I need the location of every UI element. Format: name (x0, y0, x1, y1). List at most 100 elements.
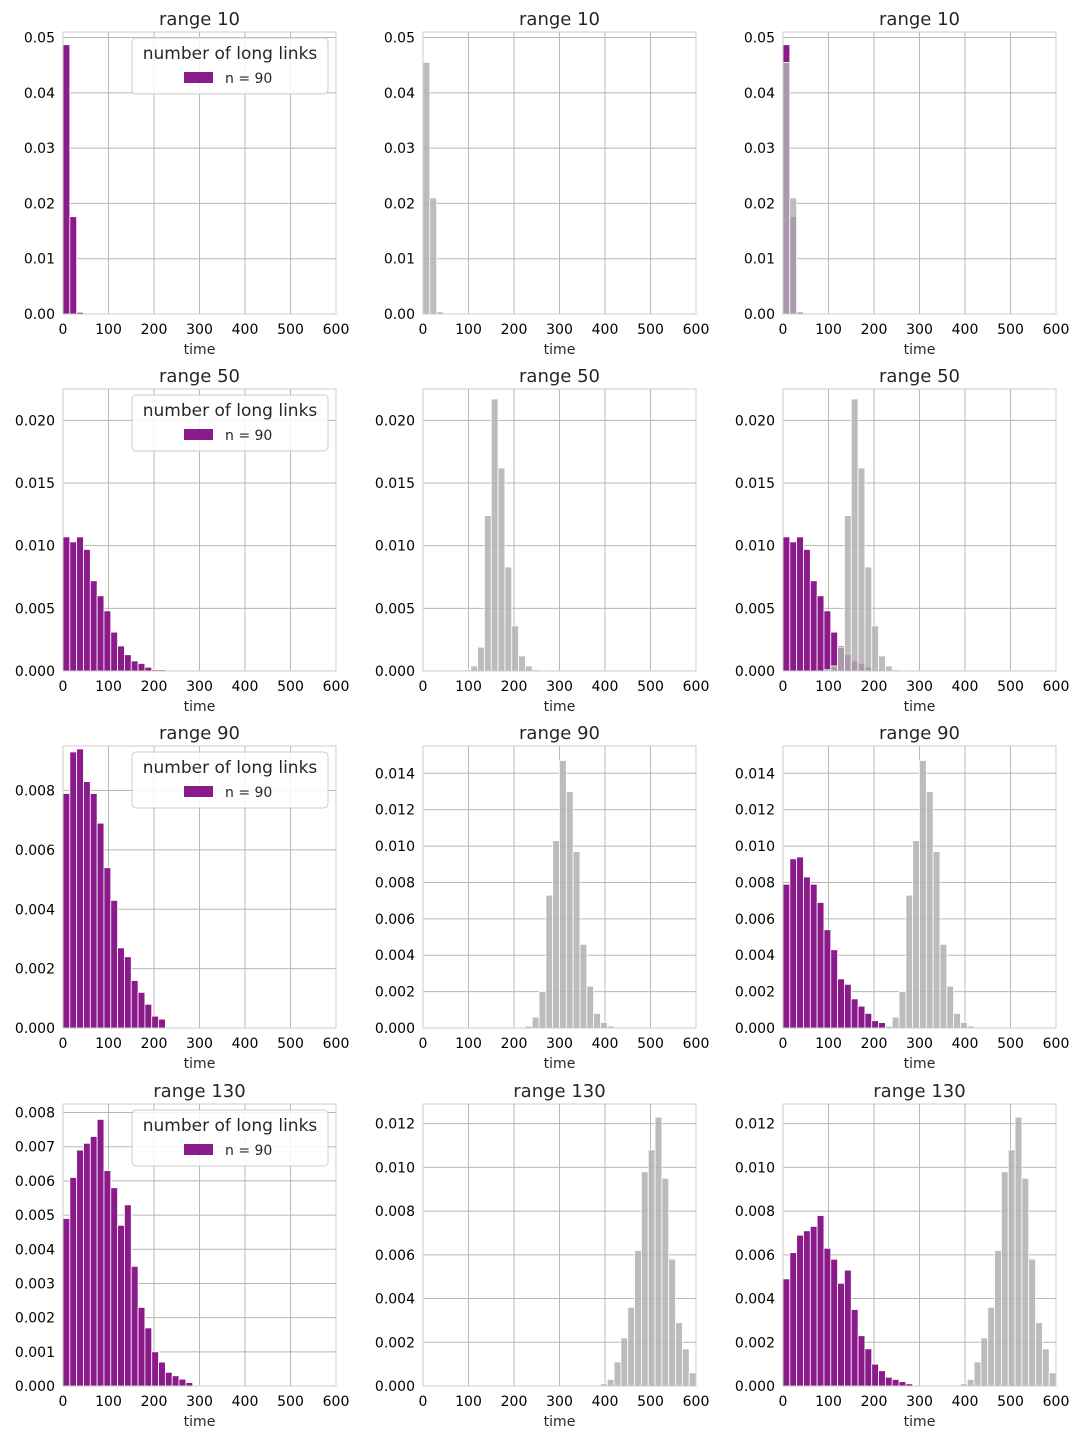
panel-title: range 90 (879, 723, 960, 744)
y-tick-label: 0.002 (15, 962, 55, 978)
x-tick-label: 200 (141, 1036, 168, 1052)
legend-label: n = 90 (225, 1143, 272, 1159)
y-tick-label: 0.000 (375, 664, 415, 680)
x-tick-label: 500 (637, 1036, 664, 1052)
x-tick-label: 200 (141, 679, 168, 695)
legend-label: n = 90 (225, 428, 272, 444)
y-tick-label: 0.007 (15, 1140, 55, 1156)
y-tick-label: 0.02 (744, 196, 775, 212)
legend: number of long links n = 90 (131, 394, 329, 452)
x-tick-label: 300 (546, 1036, 573, 1052)
gray-bar (960, 1022, 968, 1029)
panel-r3-c1: 0.000 0.002 0.004 0.006 0.008 0 100 200 300 400 50… (15, 723, 349, 1072)
purple-bar (796, 1234, 804, 1387)
gray-bar (830, 665, 839, 672)
panel-r2-c3: 0.000 0.005 0.010 0.015 0.020 0 100 200 300 400 50… (735, 366, 1069, 715)
x-tick-label: 100 (95, 322, 122, 338)
x-tick-label: 100 (455, 1036, 482, 1052)
gray-bar (681, 1348, 690, 1387)
purple-bar (185, 1382, 194, 1387)
purple-bar (103, 610, 112, 672)
gray-bar (524, 665, 533, 672)
purple-bar (137, 663, 146, 672)
x-tick-label: 400 (232, 679, 259, 695)
gray-bar (552, 840, 560, 1029)
x-tick-label: 300 (546, 679, 573, 695)
purple-bar (158, 1018, 166, 1029)
gray-bar (429, 197, 438, 315)
gray-bar (1048, 1372, 1057, 1387)
x-axis-label: time (904, 699, 936, 715)
y-tick-label: 0.005 (375, 601, 415, 617)
x-axis-label: time (544, 1056, 576, 1072)
purple-bar (103, 867, 112, 1029)
y-tick-label: 0.001 (15, 1345, 55, 1361)
legend-swatch (184, 1144, 213, 1155)
gray-bar (606, 1379, 615, 1387)
gray-bar (620, 1337, 629, 1387)
purple-bar (130, 980, 139, 1029)
purple-bar (878, 1022, 886, 1029)
purple-bar (62, 793, 71, 1029)
purple-bar (850, 998, 859, 1029)
purple-bar (816, 902, 825, 1029)
panel-r2-c2: 0.000 0.005 0.010 0.015 0.020 0 100 200 300 400 50… (375, 366, 709, 715)
x-axis-label: time (184, 1056, 216, 1072)
purple-bar (96, 595, 105, 672)
y-tick-label: 0.003 (15, 1276, 55, 1292)
y-tick-label: 0.002 (15, 1311, 55, 1327)
x-tick-label: 600 (683, 322, 710, 338)
x-axis-label: time (544, 1414, 576, 1430)
purple-bar (124, 654, 132, 672)
x-tick-label: 500 (277, 1036, 304, 1052)
purple-bar (884, 1376, 893, 1387)
panel-title: range 50 (879, 366, 960, 387)
y-tick-label: 0.00 (744, 307, 775, 323)
y-tick-label: 0.004 (15, 902, 55, 918)
gray-bar (647, 1149, 656, 1387)
x-tick-label: 0 (779, 322, 788, 338)
legend: number of long links n = 90 (131, 751, 329, 809)
purple-bar (96, 822, 105, 1029)
x-tick-label: 400 (592, 1394, 619, 1410)
y-tick-label: 0.000 (15, 1379, 55, 1395)
x-tick-label: 100 (95, 1394, 122, 1410)
x-tick-label: 0 (59, 1394, 68, 1410)
y-tick-label: 0.006 (375, 1248, 415, 1264)
purple-bar (144, 1327, 153, 1387)
plot-frame (62, 1103, 337, 1387)
x-tick-label: 100 (455, 679, 482, 695)
x-tick-label: 0 (59, 679, 68, 695)
gray-bar (912, 840, 920, 1029)
x-tick-label: 200 (501, 679, 528, 695)
x-axis-label: time (544, 699, 576, 715)
y-tick-label: 0.014 (735, 766, 775, 782)
purple-bar (789, 858, 798, 1029)
purple-bar (837, 1282, 845, 1387)
gray-bar (891, 1016, 900, 1029)
gray-bar (477, 646, 485, 672)
panel-title: range 10 (159, 9, 240, 30)
gray-bar (511, 625, 519, 672)
purple-bar (803, 549, 811, 672)
y-tick-label: 0.04 (24, 86, 55, 102)
x-tick-label: 400 (232, 1394, 259, 1410)
x-tick-label: 300 (186, 322, 213, 338)
x-tick-label: 0 (419, 679, 428, 695)
purple-bar (164, 1371, 173, 1387)
gray-bar (627, 1306, 635, 1387)
x-tick-label: 200 (501, 322, 528, 338)
y-tick-label: 0.010 (735, 1160, 775, 1176)
y-tick-label: 0.03 (24, 141, 55, 157)
gray-bar (531, 1016, 540, 1029)
gray-bar (661, 1177, 670, 1387)
x-tick-label: 300 (906, 679, 933, 695)
y-tick-label: 0.020 (735, 413, 775, 429)
x-tick-label: 400 (952, 1036, 979, 1052)
x-tick-label: 400 (952, 322, 979, 338)
x-tick-label: 500 (637, 322, 664, 338)
gray-bar (586, 985, 595, 1029)
legend-swatch (184, 429, 213, 440)
panel-title: range 10 (519, 9, 600, 30)
